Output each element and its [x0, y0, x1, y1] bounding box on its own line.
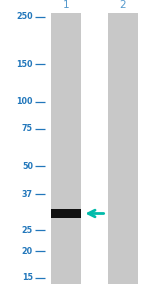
Text: 1: 1 [63, 0, 69, 10]
Bar [108, 13, 138, 284]
Bar [51, 209, 81, 218]
Text: 250: 250 [16, 12, 33, 21]
Text: 37: 37 [22, 190, 33, 199]
Text: 2: 2 [120, 0, 126, 10]
Text: 15: 15 [22, 273, 33, 282]
Text: 150: 150 [16, 60, 33, 69]
Text: 50: 50 [22, 162, 33, 171]
Text: 20: 20 [22, 247, 33, 255]
Text: 75: 75 [22, 124, 33, 133]
Text: 25: 25 [22, 226, 33, 235]
Text: 100: 100 [16, 97, 33, 106]
Bar [51, 13, 81, 284]
